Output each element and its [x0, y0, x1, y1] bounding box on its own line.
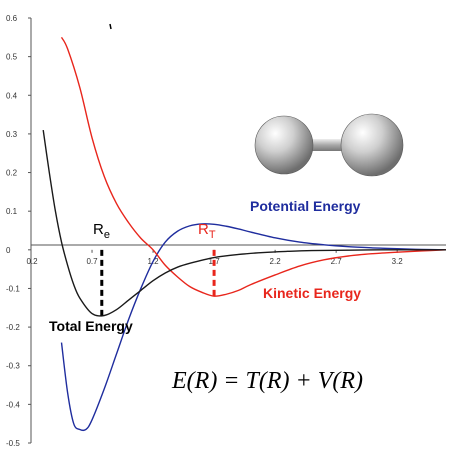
- x-tick-label: 2.7: [331, 257, 343, 266]
- diatomic-molecule-illustration: [254, 113, 404, 177]
- y-tick-label: -0.4: [6, 400, 20, 409]
- x-tick-label: 0.7: [86, 257, 98, 266]
- rt-label: RT: [198, 221, 216, 241]
- y-tick-label: 0.4: [6, 91, 18, 100]
- kinetic-energy-curve: [60, 36, 447, 297]
- series-group: [42, 36, 447, 432]
- y-tick-label: 0.2: [6, 169, 18, 178]
- potential-energy-curve: [60, 223, 447, 432]
- y-tick-label: 0: [6, 246, 11, 255]
- y-tick-label: -0.1: [6, 284, 20, 293]
- y-tick-label: -0.2: [6, 323, 20, 332]
- y-tick-label: -0.5: [6, 439, 20, 448]
- x-tick-label: 0.2: [26, 257, 38, 266]
- potential-energy-label: Potential Energy: [250, 198, 361, 214]
- x-tick-label: 3.2: [392, 257, 404, 266]
- markers-group: [100, 249, 216, 316]
- x-tick-label: 2.2: [270, 257, 282, 266]
- total-energy-label: Total Energy: [49, 318, 133, 334]
- energy-equation: E(R) = T(R) + V(R): [171, 368, 363, 394]
- top-mark: [109, 23, 112, 30]
- y-tick-label: 0.3: [6, 130, 18, 139]
- kinetic-energy-label: Kinetic Energy: [263, 285, 361, 301]
- re-label: Re: [93, 221, 110, 241]
- y-tick-label: 0.5: [6, 53, 18, 62]
- y-tick-label: -0.3: [6, 362, 20, 371]
- total-energy-curve: [42, 129, 446, 317]
- y-tick-label: 0.6: [6, 14, 18, 23]
- y-tick-label: 0.1: [6, 207, 18, 216]
- y-ticks: 0.6 0.5 0.4 0.3 0.2 0.1 0 -0.1 -0.2 -0.3 -0.4 -0.5: [6, 14, 31, 448]
